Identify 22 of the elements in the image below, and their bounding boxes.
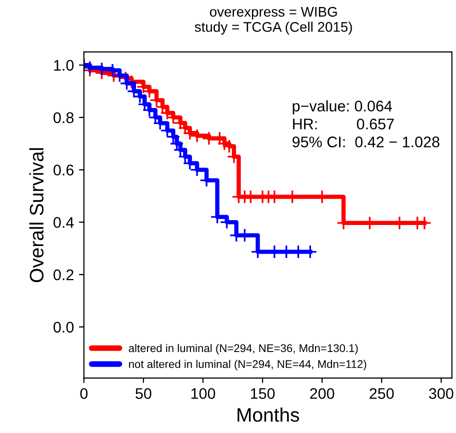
y-tick-label: 0.0 xyxy=(54,322,74,333)
annotation: p−value: 0.064 xyxy=(292,100,392,115)
x-tick-label: 0 xyxy=(80,388,88,399)
x-tick-label: 250 xyxy=(370,388,394,399)
y-tick-label: 0.2 xyxy=(54,269,74,280)
x-tick-label: 100 xyxy=(191,388,216,399)
legend-label: altered in luminal (N=294, NE=36, Mdn=130.1) xyxy=(128,344,358,354)
y-axis-title: Overall Survival xyxy=(29,148,44,282)
chart-subtitle: study = TCGA (Cell 2015) xyxy=(194,22,352,35)
y-tick-label: 0.4 xyxy=(54,217,74,228)
chart-title: overexpress = WIBG xyxy=(210,6,337,20)
x-tick-label: 50 xyxy=(136,388,152,399)
y-tick-label: 0.6 xyxy=(54,164,74,176)
x-axis-title: Months xyxy=(238,408,300,422)
annotation: HR: 0.657 xyxy=(293,118,394,130)
annotation: 95% CI: 0.42 − 1.028 xyxy=(292,136,440,148)
legend-label: not altered in luminal (N=294, NE=44, Mdn=112) xyxy=(129,360,366,370)
x-tick-label: 150 xyxy=(250,388,275,399)
x-tick-label: 300 xyxy=(429,388,454,399)
y-tick-label: 1.0 xyxy=(54,60,74,71)
y-tick-label: 0.8 xyxy=(54,112,74,124)
x-tick-label: 200 xyxy=(310,388,334,399)
